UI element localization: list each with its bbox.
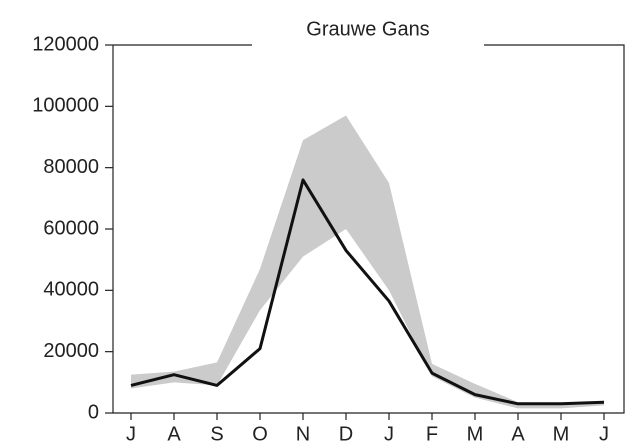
y-tick-label: 20000 (43, 340, 99, 362)
y-tick-label: 100000 (32, 95, 99, 117)
x-tick-label: M (553, 423, 570, 444)
title-backdrop (252, 36, 484, 54)
x-tick-label: A (167, 423, 181, 444)
x-tick-label: F (426, 423, 438, 444)
x-tick-label: D (339, 423, 353, 444)
y-tick-label: 40000 (43, 279, 99, 301)
x-tick-label: J (599, 423, 609, 444)
y-tick-label: 0 (88, 401, 99, 423)
x-tick-label: N (296, 423, 310, 444)
y-tick-label: 60000 (43, 217, 99, 239)
x-tick-label: S (210, 423, 223, 444)
range-band (131, 115, 604, 409)
chart-title: Grauwe Gans (306, 18, 429, 40)
x-tick-label: O (252, 423, 268, 444)
y-tick-label: 120000 (32, 33, 99, 55)
x-tick-label: A (511, 423, 525, 444)
data-line (130, 178, 605, 406)
y-tick-label: 80000 (43, 156, 99, 178)
x-tick-label: M (467, 423, 484, 444)
x-tick-label: J (126, 423, 136, 444)
x-tick-label: J (384, 423, 394, 444)
